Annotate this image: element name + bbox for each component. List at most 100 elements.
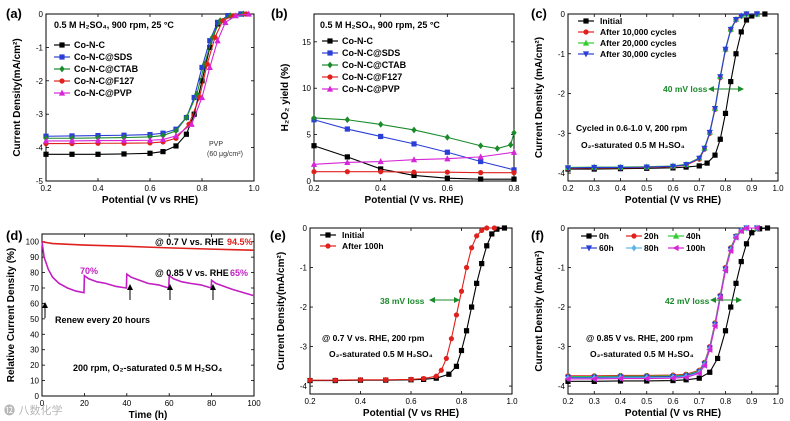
data-point: [727, 26, 734, 33]
legend-marker: [583, 29, 589, 35]
y-tick-label: -4: [300, 382, 308, 391]
data-point: [68, 137, 76, 144]
x-tick-label: 1.0: [772, 184, 784, 193]
data-point: [489, 231, 495, 237]
x-tick-label: 0.2: [562, 397, 574, 406]
data-point: [479, 227, 485, 233]
loss-label: 38 mV loss: [380, 296, 425, 306]
legend-label: 60h: [599, 243, 614, 253]
legend-marker: [59, 54, 65, 60]
data-point: [733, 280, 739, 286]
x-tick-label: 0.8: [456, 397, 468, 406]
y-tick-label: 0: [561, 224, 566, 233]
series-after-30-000-cycles: [564, 11, 761, 172]
data-point: [183, 114, 190, 121]
annotation: @ 0.85 V vs. RHE, 200 rpm: [586, 333, 693, 343]
x-tick-label: 0.3: [589, 397, 601, 406]
legend-marker: [631, 233, 637, 239]
annotation: PVP: [209, 141, 223, 148]
data-point: [738, 13, 745, 20]
data-point: [701, 145, 708, 152]
data-point: [245, 10, 252, 17]
legend-marker: [583, 18, 589, 24]
x-tick-label: 0.4: [375, 184, 387, 193]
data-point: [494, 145, 501, 152]
y-tick-label: 60: [30, 299, 39, 308]
data-point: [695, 370, 702, 377]
data-point: [469, 245, 475, 251]
data-point: [468, 304, 475, 310]
x-tick-label: 0.4: [92, 184, 104, 193]
data-point: [706, 346, 713, 353]
data-point: [501, 225, 508, 231]
data-point: [159, 136, 167, 143]
x-axis-title: Potential (V vs RHE): [102, 195, 198, 206]
x-tick-label: 0.6: [405, 397, 417, 406]
legend-label: Co-N-C: [342, 36, 373, 46]
data-point: [43, 151, 49, 157]
legend-label: Co-N-C: [74, 40, 105, 50]
x-tick-label: 0.6: [442, 184, 454, 193]
data-point: [344, 158, 351, 166]
data-point: [207, 38, 213, 44]
y-tick-label: -3: [558, 343, 566, 352]
data-point: [311, 169, 317, 175]
legend-marker: [672, 232, 680, 239]
data-point: [474, 233, 480, 239]
y-tick-label: 0: [303, 224, 308, 233]
legend-label: After 30,000 cycles: [600, 49, 677, 59]
data-point: [183, 131, 190, 137]
plot-frame: [309, 227, 513, 395]
data-point: [463, 328, 470, 334]
series-co-n-c-f127: [311, 169, 517, 176]
data-point: [701, 362, 708, 369]
legend-label: Co-N-C@PVP: [74, 88, 132, 98]
data-point: [344, 169, 350, 175]
annotation: @ 0.7 V vs. RHE, 200 rpm: [322, 333, 425, 343]
data-point: [728, 304, 734, 310]
y-tick-label: -1: [36, 43, 44, 52]
data-point: [737, 228, 744, 235]
y-tick-label: -1: [558, 264, 566, 273]
data-point: [715, 355, 721, 362]
arrow-head: [710, 297, 716, 303]
data-point: [438, 367, 444, 373]
data-point: [69, 151, 75, 157]
legend-label: 20h: [644, 231, 659, 241]
x-tick-label: 0.4: [615, 184, 627, 193]
data-point: [147, 150, 153, 156]
data-point: [206, 63, 213, 71]
y-tick-label: -2: [36, 77, 44, 86]
panel-letter: (d): [6, 228, 23, 243]
data-point: [727, 247, 734, 255]
series-co-n-c-pvp: [310, 148, 518, 167]
legend-label: 0h: [599, 231, 609, 241]
data-point: [511, 170, 517, 176]
arrow-head: [708, 86, 714, 92]
data-point: [188, 120, 195, 127]
series-co-n-c: [311, 143, 517, 182]
plot-frame: [313, 13, 515, 182]
legend-marker: [326, 85, 334, 92]
data-point: [717, 136, 723, 142]
legend-label: 40h: [686, 231, 701, 241]
data-point: [479, 260, 485, 267]
arrow-head: [167, 284, 173, 290]
data-point: [446, 371, 452, 377]
legend-marker: [631, 244, 637, 252]
data-point: [120, 137, 128, 144]
data-point: [94, 137, 102, 144]
loss-label: 40 mV loss: [663, 84, 708, 94]
data-point: [617, 375, 624, 382]
data-point: [717, 74, 724, 81]
data-point: [160, 149, 166, 155]
data-point: [474, 280, 480, 286]
y-tick-label: -1: [300, 264, 308, 273]
chart-panel-e: 0.2 0.4 0.6 0.8 1.0 -4 -3 -2 -1 0 Potential (V vs …: [270, 224, 518, 419]
data-point: [722, 328, 729, 334]
y-tick-label: -1: [558, 50, 566, 59]
legend-marker: [325, 232, 331, 238]
data-point: [222, 18, 229, 25]
data-point: [743, 17, 750, 23]
data-point: [42, 137, 50, 144]
